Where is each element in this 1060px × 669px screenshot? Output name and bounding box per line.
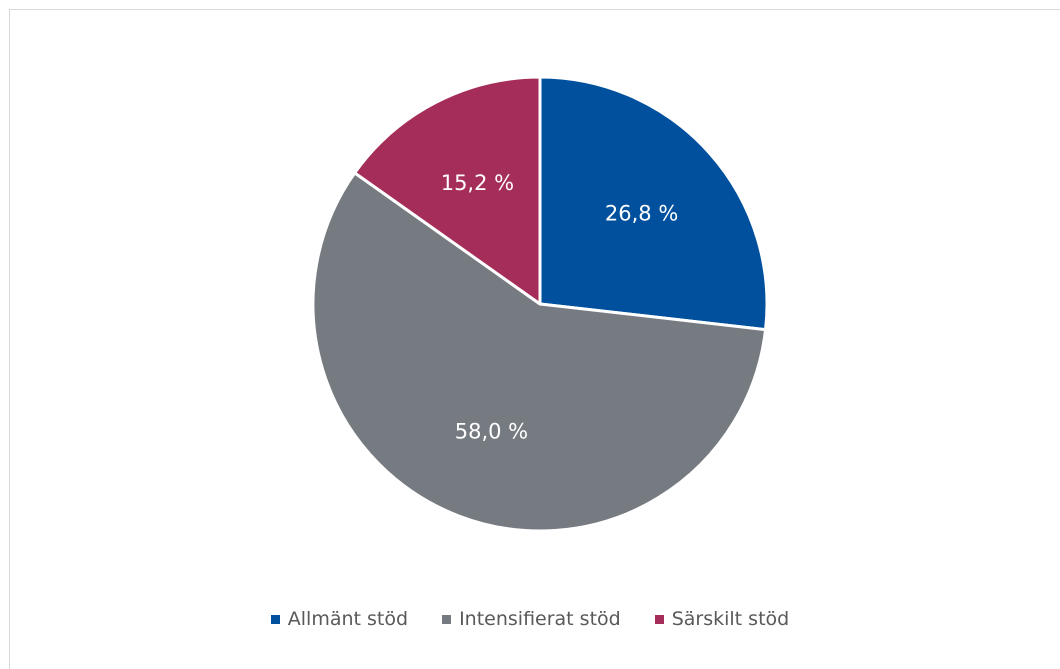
legend-label-intensifierat: Intensifierat stöd	[459, 608, 621, 630]
legend-swatch-intensifierat	[442, 614, 452, 624]
data-label-allmant: 26,8 %	[605, 201, 678, 225]
legend-item-sarskilt: Särskilt stöd	[654, 608, 790, 630]
data-label-intensifierat: 58,0 %	[455, 419, 528, 443]
pie-slice-sarskilt	[353, 75, 542, 306]
pie-slice-intensifierat	[311, 171, 768, 533]
pie-slice-allmant	[538, 75, 769, 332]
legend-swatch-sarskilt	[654, 614, 664, 624]
legend: Allmänt stöd Intensifierat stöd Särskilt…	[0, 608, 1060, 630]
legend-label-sarskilt: Särskilt stöd	[671, 608, 790, 630]
legend-item-allmant: Allmänt stöd	[270, 608, 409, 630]
legend-label-allmant: Allmänt stöd	[287, 608, 409, 630]
data-label-sarskilt: 15,2 %	[441, 171, 514, 195]
pie-chart: 26,8 % 58,0 % 15,2 %	[311, 75, 769, 533]
legend-item-intensifierat: Intensifierat stöd	[442, 608, 621, 630]
legend-swatch-allmant	[270, 614, 280, 624]
